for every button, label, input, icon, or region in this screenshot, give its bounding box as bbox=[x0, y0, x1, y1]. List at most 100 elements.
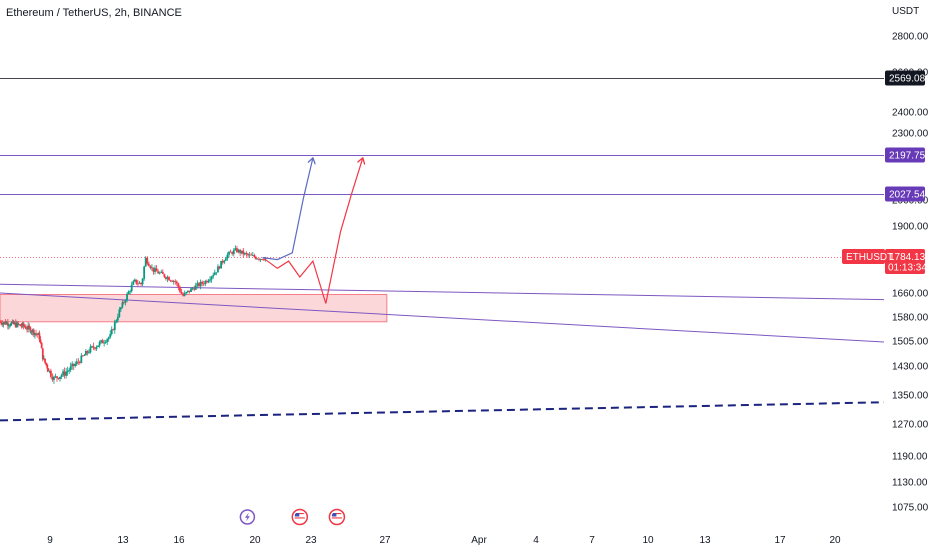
demand-zone[interactable] bbox=[0, 294, 388, 323]
candle bbox=[41, 348, 44, 362]
price-tag-label: 2027.54 bbox=[889, 190, 926, 201]
time-tick-label: 20 bbox=[249, 535, 261, 546]
candle bbox=[53, 375, 55, 384]
candle bbox=[179, 285, 181, 294]
candle bbox=[250, 252, 253, 256]
candle bbox=[124, 299, 127, 306]
candle bbox=[182, 292, 185, 297]
candle bbox=[129, 289, 132, 295]
price-tick-label: 1350.00 bbox=[892, 391, 929, 402]
candle bbox=[75, 358, 78, 367]
candle bbox=[258, 257, 260, 262]
candle bbox=[221, 258, 224, 265]
candle bbox=[6, 318, 9, 330]
candle bbox=[68, 367, 71, 374]
candle bbox=[239, 248, 242, 257]
trendline-2[interactable] bbox=[0, 401, 885, 422]
candle bbox=[204, 279, 207, 287]
candle bbox=[25, 324, 27, 330]
time-tick-label: 13 bbox=[699, 535, 711, 546]
candle bbox=[48, 370, 51, 374]
candle bbox=[14, 319, 17, 328]
candle bbox=[62, 369, 64, 377]
time-tick-label: 17 bbox=[774, 535, 786, 546]
current-price-label: 1784.13 bbox=[889, 252, 926, 263]
candle bbox=[210, 275, 213, 283]
candle bbox=[22, 321, 25, 330]
candle bbox=[18, 323, 21, 326]
candle bbox=[106, 338, 109, 346]
price-tag-label: 2197.75 bbox=[889, 151, 926, 162]
candle bbox=[138, 280, 141, 284]
candle bbox=[39, 336, 42, 344]
price-tag-1[interactable]: 2197.75 bbox=[885, 147, 926, 163]
candle bbox=[212, 272, 215, 279]
candle bbox=[126, 292, 128, 303]
candle bbox=[245, 251, 248, 257]
time-tick-label: 27 bbox=[379, 535, 391, 546]
candle bbox=[51, 373, 54, 382]
price-axis[interactable]: USDT2800.002600.002400.002300.002000.001… bbox=[892, 6, 929, 514]
candle bbox=[163, 273, 166, 279]
candle bbox=[31, 328, 34, 336]
time-tick-label: 23 bbox=[305, 535, 317, 546]
candle bbox=[132, 279, 135, 286]
symbol-tag[interactable]: ETHUSDT bbox=[842, 249, 893, 264]
candle bbox=[101, 338, 104, 344]
candle bbox=[207, 278, 210, 284]
candle bbox=[50, 368, 52, 379]
candle bbox=[10, 321, 13, 326]
candle bbox=[201, 280, 204, 287]
candle bbox=[223, 259, 226, 265]
candle bbox=[194, 282, 197, 291]
candle bbox=[151, 264, 153, 272]
candle bbox=[35, 329, 37, 337]
candle bbox=[169, 279, 172, 282]
time-axis[interactable]: 9 13 16 20 23 27 Apr 4 7 10 13 17 20 bbox=[47, 535, 841, 546]
candle bbox=[78, 360, 81, 365]
candle bbox=[135, 279, 138, 285]
candle bbox=[180, 288, 183, 295]
candle bbox=[45, 362, 48, 367]
candle bbox=[3, 321, 6, 325]
candle bbox=[36, 333, 39, 338]
price-tick-label: 1660.00 bbox=[892, 289, 929, 300]
candle bbox=[172, 279, 175, 285]
trendline-0[interactable] bbox=[0, 283, 885, 301]
projection-path-1[interactable] bbox=[263, 158, 363, 304]
time-tick-label: 10 bbox=[642, 535, 654, 546]
price-tick-label: 2400.00 bbox=[892, 108, 929, 119]
candle bbox=[89, 344, 92, 354]
price-tag-0[interactable]: 2569.08 bbox=[885, 70, 926, 86]
candle bbox=[190, 287, 192, 293]
candle bbox=[123, 300, 125, 305]
bar-countdown-label: 01:13:34 bbox=[888, 263, 927, 274]
candle bbox=[116, 313, 119, 323]
candle bbox=[28, 323, 31, 330]
event-us-flag-icon[interactable] bbox=[291, 508, 309, 526]
price-tag-2[interactable]: 2027.54 bbox=[885, 186, 926, 202]
event-lightning-icon[interactable] bbox=[239, 509, 256, 525]
event-us-flag-icon[interactable] bbox=[328, 508, 346, 526]
candle bbox=[213, 269, 216, 276]
candle bbox=[12, 319, 15, 325]
candle bbox=[100, 339, 102, 344]
candle bbox=[242, 247, 245, 258]
projection-path-0[interactable] bbox=[262, 158, 313, 261]
candle bbox=[256, 258, 259, 260]
candle bbox=[83, 353, 86, 356]
candle bbox=[11, 319, 14, 324]
price-tick-label: 1270.00 bbox=[892, 420, 929, 431]
candle bbox=[66, 366, 69, 376]
candle bbox=[133, 278, 136, 283]
candle bbox=[240, 250, 243, 255]
candle bbox=[202, 280, 205, 287]
candle bbox=[144, 256, 147, 267]
candle bbox=[177, 282, 180, 291]
candle bbox=[21, 322, 24, 328]
candle bbox=[5, 320, 8, 325]
trendline-1[interactable] bbox=[0, 292, 885, 343]
